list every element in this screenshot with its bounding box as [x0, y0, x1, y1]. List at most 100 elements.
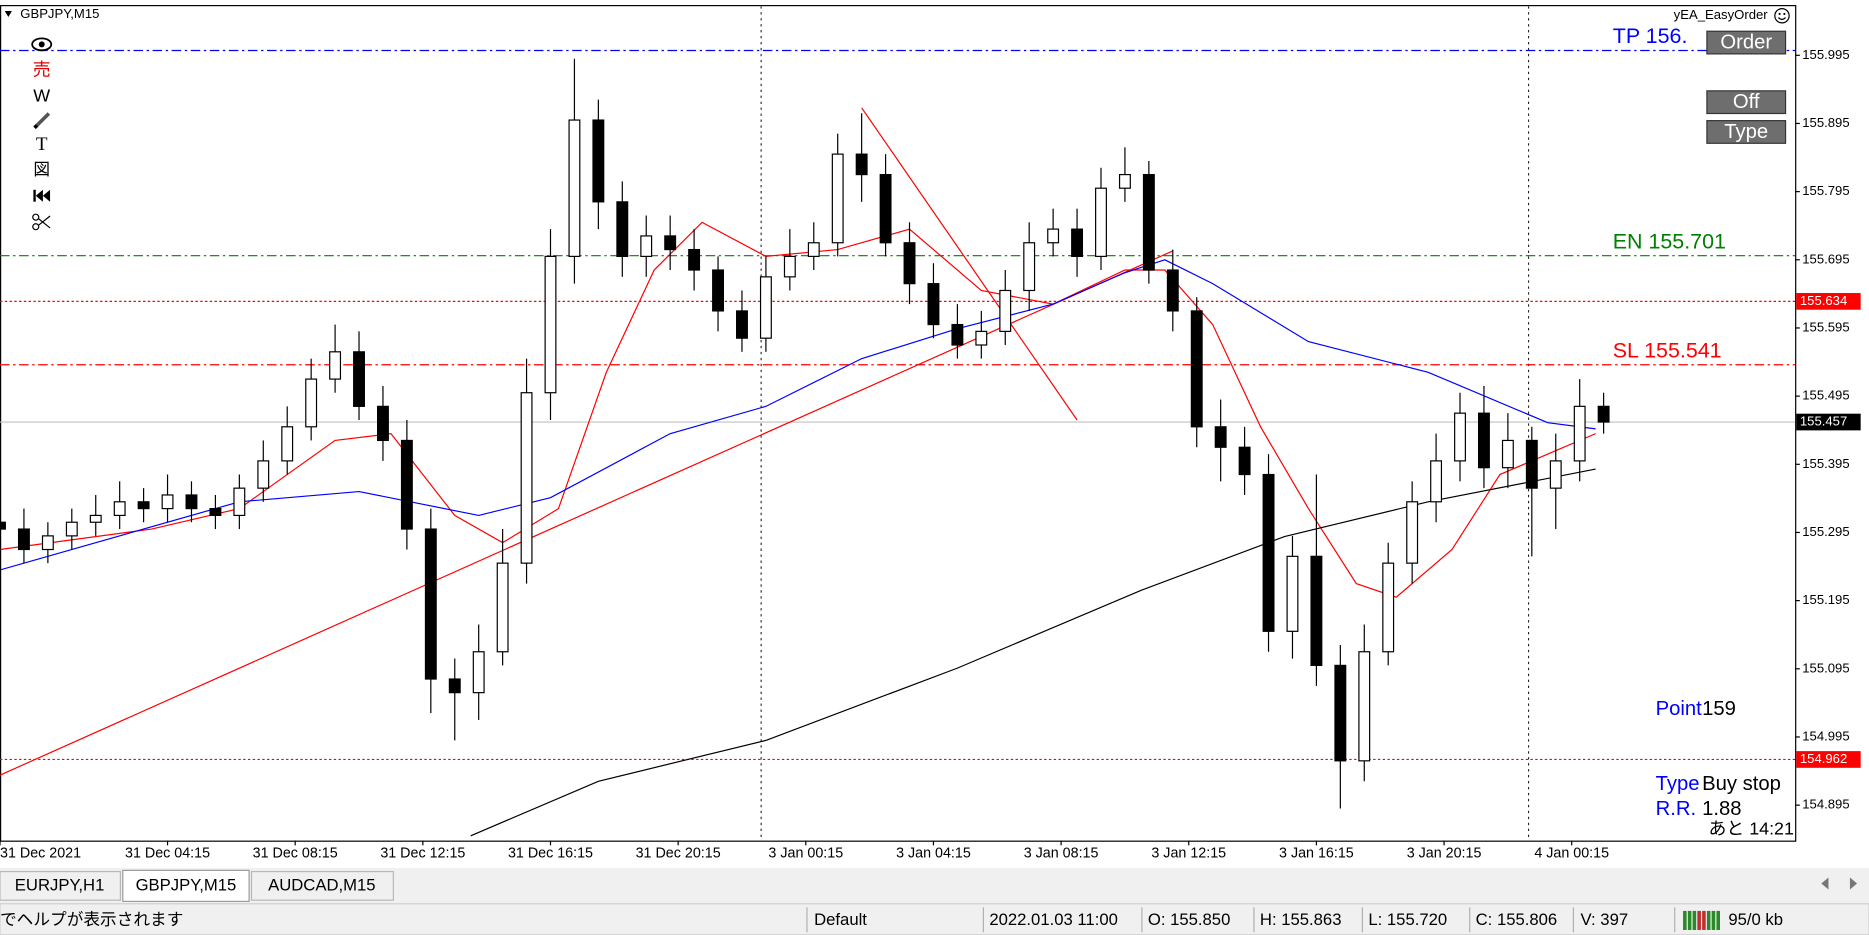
- candle-body: [975, 330, 988, 346]
- candle-body: [1047, 228, 1060, 244]
- axes: 155.995 155.895 155.795 155.695 155.595 155.4…: [0, 47, 1861, 861]
- candle-body: [736, 310, 748, 339]
- time-remaining: あと 14:21: [1709, 819, 1794, 839]
- off-button-label[interactable]: Off: [1733, 91, 1760, 113]
- candle-body: [1214, 426, 1227, 448]
- y-tick-label: 155.795: [1802, 183, 1849, 198]
- candle-body: [1597, 405, 1610, 423]
- candle-body: [1358, 651, 1371, 762]
- point-value: 159: [1702, 698, 1736, 720]
- rr-value: 1.88: [1702, 798, 1741, 820]
- tab-scroll-right[interactable]: [1849, 877, 1858, 890]
- off-button[interactable]: [1706, 90, 1787, 115]
- order-button[interactable]: [1706, 30, 1787, 55]
- candle-body: [424, 528, 437, 680]
- eye-icon[interactable]: [31, 37, 53, 52]
- x-tick-label: 3 Jan 04:15: [896, 845, 971, 861]
- y-tick-label: 154.895: [1802, 797, 1849, 812]
- candle-body: [1142, 173, 1155, 271]
- candle-body: [664, 235, 677, 251]
- candle-body: [353, 351, 365, 407]
- candle-body: [448, 678, 461, 694]
- candle-body: [1573, 405, 1586, 462]
- y-tick-label: 155.395: [1802, 456, 1849, 471]
- candle-body: [903, 242, 916, 285]
- candle-body: [1501, 439, 1514, 469]
- candle-body: [1286, 555, 1299, 632]
- sell-button[interactable]: 売: [33, 59, 51, 79]
- candle-body: [185, 494, 198, 510]
- candle-body: [951, 323, 964, 346]
- tab[interactable]: [250, 870, 394, 901]
- x-tick-label: 3 Jan 20:15: [1407, 845, 1482, 861]
- candle-body: [257, 460, 270, 489]
- candle-body: [1334, 664, 1347, 762]
- figure-button[interactable]: 図: [33, 160, 50, 179]
- moving-average: [470, 468, 1596, 837]
- status-high: H: 155.863: [1260, 910, 1342, 929]
- chart-frame: [0, 5, 1797, 842]
- price-tag-label: 154.962: [1800, 751, 1847, 766]
- candle-body: [161, 494, 174, 510]
- y-tick-label: 155.595: [1802, 319, 1849, 334]
- tab-scroll-left[interactable]: [1821, 877, 1829, 890]
- candle-body: [1238, 446, 1251, 476]
- tab[interactable]: [0, 870, 121, 901]
- x-tick-label: 3 Jan 08:15: [1024, 845, 1099, 861]
- x-tick-label: 31 Dec 20:15: [636, 845, 721, 861]
- symbol-label: GBPJPY,M15: [20, 6, 99, 21]
- candle-body: [209, 508, 222, 517]
- ea-name: yEA_EasyOrder: [1674, 7, 1769, 22]
- x-tick-label: 31 Dec 08:15: [253, 845, 338, 861]
- candle-body: [544, 255, 557, 394]
- tab-label[interactable]: AUDCAD,M15: [268, 875, 375, 894]
- type-button-label[interactable]: Type: [1724, 121, 1768, 143]
- pencil-icon[interactable]: [33, 112, 51, 130]
- y-tick-label: 155.995: [1802, 47, 1849, 62]
- status-traffic: 95/0 kb: [1728, 910, 1783, 929]
- ea-smiley: [1774, 7, 1790, 24]
- candle-body: [616, 201, 629, 257]
- candle-body: [1262, 473, 1275, 632]
- y-tick-label: 155.295: [1802, 524, 1849, 539]
- type-value: Buy stop: [1702, 773, 1781, 795]
- y-tick-label: 155.095: [1802, 660, 1849, 675]
- price-tag: [1796, 293, 1861, 310]
- candle-body: [1190, 310, 1203, 428]
- tab-label[interactable]: GBPJPY,M15: [136, 875, 237, 894]
- level-label: EN 155.701: [1613, 229, 1726, 253]
- candle-body: [472, 651, 485, 694]
- candle-body: [1525, 439, 1538, 489]
- text-button[interactable]: T: [36, 134, 48, 155]
- price-tag: [1796, 751, 1861, 768]
- candle-body: [783, 255, 796, 278]
- candle-body: [807, 242, 820, 257]
- order-button-label[interactable]: Order: [1720, 32, 1772, 54]
- type-button[interactable]: [1706, 120, 1787, 144]
- x-tick-label: 31 Dec 2021: [0, 845, 81, 861]
- price-tag: [1796, 413, 1861, 431]
- y-tick-label: 155.495: [1802, 388, 1849, 403]
- trendline: [861, 107, 1078, 421]
- menu-arrow[interactable]: [4, 10, 12, 17]
- candle-body: [329, 351, 342, 380]
- tab-label[interactable]: EURJPY,H1: [15, 875, 105, 894]
- candle-body: [1023, 242, 1036, 292]
- candle-body: [1406, 501, 1419, 564]
- w-button[interactable]: W: [33, 86, 50, 106]
- status-volume: V: 397: [1581, 910, 1629, 929]
- candle-body: [712, 269, 724, 312]
- candle-body: [1118, 173, 1131, 189]
- status-help: でヘルプが表示されます: [0, 910, 183, 929]
- status-separators: [806, 907, 1676, 933]
- y-tick-label: 155.895: [1802, 115, 1849, 130]
- candle-body: [1071, 228, 1084, 257]
- tab-active[interactable]: [122, 869, 250, 902]
- price-tag-label: 155.634: [1800, 293, 1847, 308]
- candle-body: [1549, 460, 1562, 489]
- x-tick-label: 3 Jan 00:15: [768, 845, 843, 861]
- scissors-icon[interactable]: [32, 213, 51, 231]
- status-close: C: 155.806: [1476, 910, 1558, 929]
